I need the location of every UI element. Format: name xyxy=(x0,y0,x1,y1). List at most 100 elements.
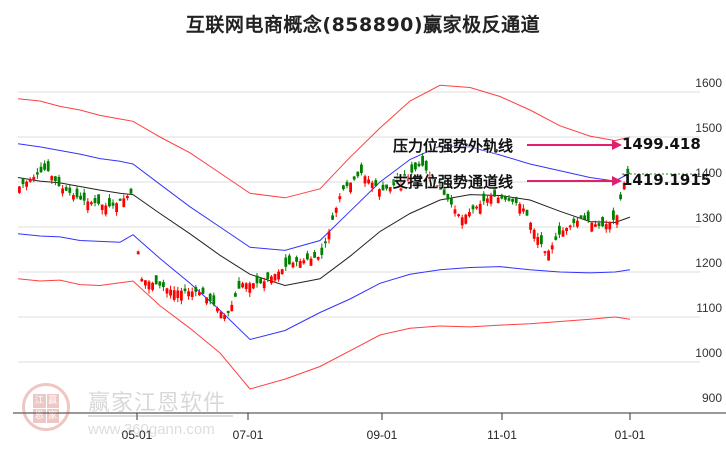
outer-upper-band xyxy=(17,84,631,199)
candle-body xyxy=(468,212,471,217)
candle-body xyxy=(270,276,273,284)
candle-body xyxy=(432,178,435,181)
candle-body xyxy=(226,310,230,313)
candle-body xyxy=(273,274,277,281)
candle-body xyxy=(309,258,313,266)
outer-lower-band xyxy=(17,278,631,390)
candle-body xyxy=(313,252,316,258)
y-tick-label: 1200 xyxy=(695,256,722,270)
candle-body xyxy=(360,164,363,173)
candle-body xyxy=(288,255,291,265)
candle-body xyxy=(165,288,169,294)
candle-body xyxy=(522,208,525,212)
candle-body xyxy=(550,245,554,250)
y-tick-label: 1600 xyxy=(695,76,722,90)
candle-body xyxy=(320,247,324,255)
candle-body xyxy=(464,214,468,224)
candle-body xyxy=(536,236,540,245)
candle-body xyxy=(342,185,345,190)
candle-body xyxy=(450,198,453,205)
candle-body xyxy=(378,189,381,197)
candle-body xyxy=(241,283,244,288)
inner-upper-band xyxy=(17,143,631,251)
candle-body xyxy=(266,272,270,279)
candle-body xyxy=(558,225,561,235)
candle-body xyxy=(381,184,385,191)
candle-body xyxy=(32,176,36,180)
watermark: 江 赢 恩 家 赢家江恩软件 www.360gann.com xyxy=(22,383,233,443)
candle-body xyxy=(115,203,118,213)
candle-body xyxy=(338,196,342,200)
candle-body xyxy=(493,188,496,197)
x-tick-label: 07-01 xyxy=(232,428,264,442)
candle-body xyxy=(565,227,568,232)
candle-body xyxy=(410,164,414,173)
candle-body xyxy=(108,198,111,207)
candle-body xyxy=(86,201,90,211)
candle-body xyxy=(334,207,338,213)
candle-body xyxy=(324,241,327,244)
candle-body xyxy=(496,197,500,203)
watermark-divider xyxy=(88,415,233,417)
y-tick-label: 1500 xyxy=(695,121,722,135)
chart-title: 互联网电商概念(858890)赢家极反通道 xyxy=(185,14,541,36)
candle-body xyxy=(21,178,25,185)
x-tick-label: 01-01 xyxy=(614,428,646,442)
candle-body xyxy=(151,282,154,290)
candle-body xyxy=(18,186,21,193)
candle-body xyxy=(374,180,378,186)
candle-body xyxy=(39,166,43,173)
candle-body xyxy=(446,193,450,200)
middle-line xyxy=(17,177,631,287)
candle-body xyxy=(255,275,259,284)
candle-body xyxy=(612,210,615,220)
candle-body xyxy=(507,198,511,201)
x-tick-label: 05-01 xyxy=(121,428,153,442)
candle-body xyxy=(349,182,352,193)
candle-body xyxy=(399,182,403,191)
candle-body xyxy=(504,196,507,200)
candle-body xyxy=(482,193,486,202)
candle-body xyxy=(532,229,536,239)
support-line-label: 支撑位强势通道线 xyxy=(393,173,514,191)
candle-body xyxy=(43,163,46,170)
candle-body xyxy=(518,204,522,214)
candle-body xyxy=(327,231,331,240)
candle-body xyxy=(72,195,75,200)
candle-body xyxy=(219,311,223,319)
watermark-name: 赢家江恩软件 xyxy=(88,391,227,416)
candle-body xyxy=(122,198,126,207)
resistance-line-value: 1499.418 xyxy=(622,135,701,153)
candle-body xyxy=(583,215,586,220)
candle-body xyxy=(75,188,79,198)
candle-body xyxy=(212,295,216,305)
candle-body xyxy=(302,260,306,264)
candle-body xyxy=(248,283,252,293)
candle-body xyxy=(428,175,432,181)
y-tick-label: 1100 xyxy=(696,301,722,315)
candle-body xyxy=(590,222,594,232)
candle-body xyxy=(543,251,547,254)
candle-body xyxy=(259,278,262,284)
candle-body xyxy=(291,262,295,268)
candle-body xyxy=(615,215,619,225)
candle-body xyxy=(205,297,208,304)
candle-body xyxy=(457,214,460,217)
candle-body xyxy=(414,162,417,170)
candle-body xyxy=(183,288,187,292)
y-tick-label: 900 xyxy=(701,391,722,405)
candle-body xyxy=(234,293,237,297)
candle-body xyxy=(104,205,108,215)
x-tick-label: 09-01 xyxy=(366,428,398,442)
candle-body xyxy=(61,188,64,194)
candle-body xyxy=(169,289,172,296)
candle-body xyxy=(396,176,399,184)
candle-body xyxy=(252,283,255,289)
candle-body xyxy=(129,188,133,194)
candle-body xyxy=(208,293,212,301)
candle-body xyxy=(295,257,298,262)
candle-body xyxy=(572,218,576,224)
candle-body xyxy=(424,160,428,171)
candle-body xyxy=(57,176,61,186)
